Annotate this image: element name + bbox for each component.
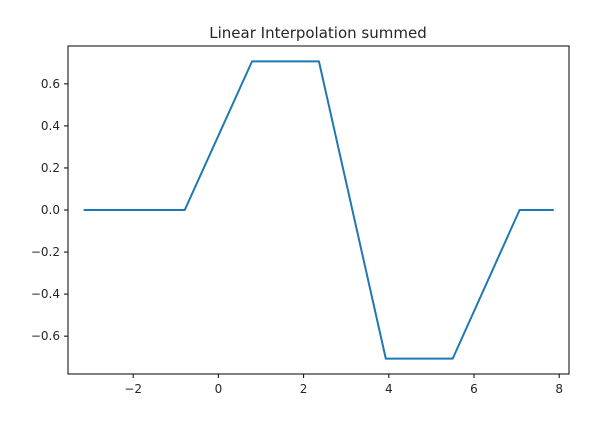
x-tick-label: 6 xyxy=(470,382,478,396)
plot-area: −2 0 2 4 6 8 0.6 0.4 0.2 0.0 −0.2 −0.4 −0.6 xyxy=(31,45,570,396)
y-tick-label: 0.0 xyxy=(41,203,60,217)
x-tick-label: 2 xyxy=(300,382,308,396)
y-tick-label: −0.4 xyxy=(31,287,60,301)
y-tick-label: −0.6 xyxy=(31,329,60,343)
x-tick-label: 0 xyxy=(215,382,223,396)
y-tick-label: −0.2 xyxy=(31,245,60,259)
y-tick-label: 0.2 xyxy=(41,161,60,175)
chart-title: Linear Interpolation summed xyxy=(209,24,426,42)
x-tick-label: 8 xyxy=(555,382,563,396)
y-tick-label: 0.6 xyxy=(41,77,60,91)
x-tick-label: −2 xyxy=(124,382,142,396)
x-tick-label: 4 xyxy=(385,382,393,396)
y-tick-label: 0.4 xyxy=(41,119,60,133)
series-line-0 xyxy=(83,60,554,360)
